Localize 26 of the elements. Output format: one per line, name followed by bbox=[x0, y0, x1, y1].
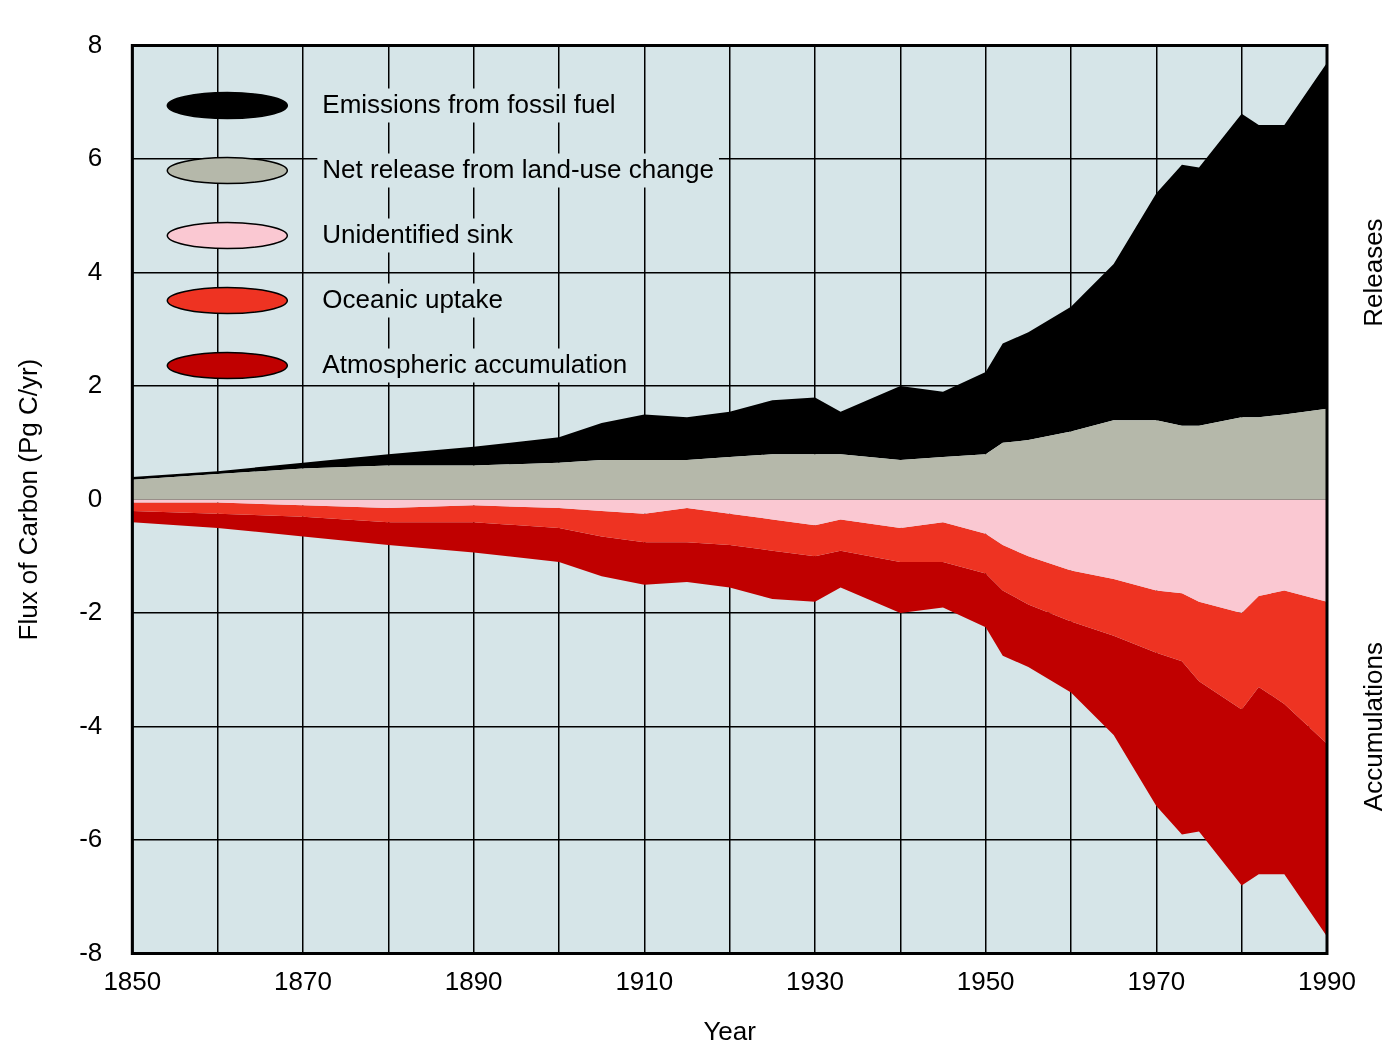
y-tick-label: 4 bbox=[87, 255, 103, 286]
x-tick-label: 1890 bbox=[444, 966, 503, 997]
text: Releases bbox=[1358, 218, 1389, 327]
x-tick-label: 1970 bbox=[1127, 966, 1186, 997]
legend-label: Unidentified sink bbox=[322, 218, 515, 249]
text: Accumulations bbox=[1358, 642, 1389, 812]
x-axis-title: Year bbox=[703, 1015, 757, 1046]
y-tick-label: -8 bbox=[79, 936, 103, 967]
legend-label: Net release from land-use change bbox=[322, 153, 714, 184]
x-tick-label: 1850 bbox=[103, 966, 162, 997]
y-axis-title: Flux of Carbon (Pg C/yr) bbox=[12, 358, 43, 641]
y-tick-label: -4 bbox=[79, 709, 103, 740]
y-tick-label: -2 bbox=[79, 596, 103, 627]
y-tick-label: 8 bbox=[87, 28, 103, 59]
y-tick-label: 6 bbox=[87, 142, 103, 173]
x-tick-label: 1870 bbox=[274, 966, 332, 997]
x-tick-label: 1950 bbox=[956, 966, 1015, 997]
x-tick-label: 1990 bbox=[1298, 966, 1356, 997]
x-tick-label: 1910 bbox=[615, 966, 674, 997]
x-tick-label: 1930 bbox=[786, 966, 844, 997]
legend-label: Oceanic uptake bbox=[322, 283, 503, 314]
y-tick-label: 2 bbox=[87, 369, 103, 400]
legend-label: Atmospheric accumulation bbox=[322, 348, 628, 379]
y-tick-label: -6 bbox=[79, 823, 103, 854]
y-tick-label: 0 bbox=[87, 482, 103, 513]
legend-label: Emissions from fossil fuel bbox=[322, 88, 616, 119]
